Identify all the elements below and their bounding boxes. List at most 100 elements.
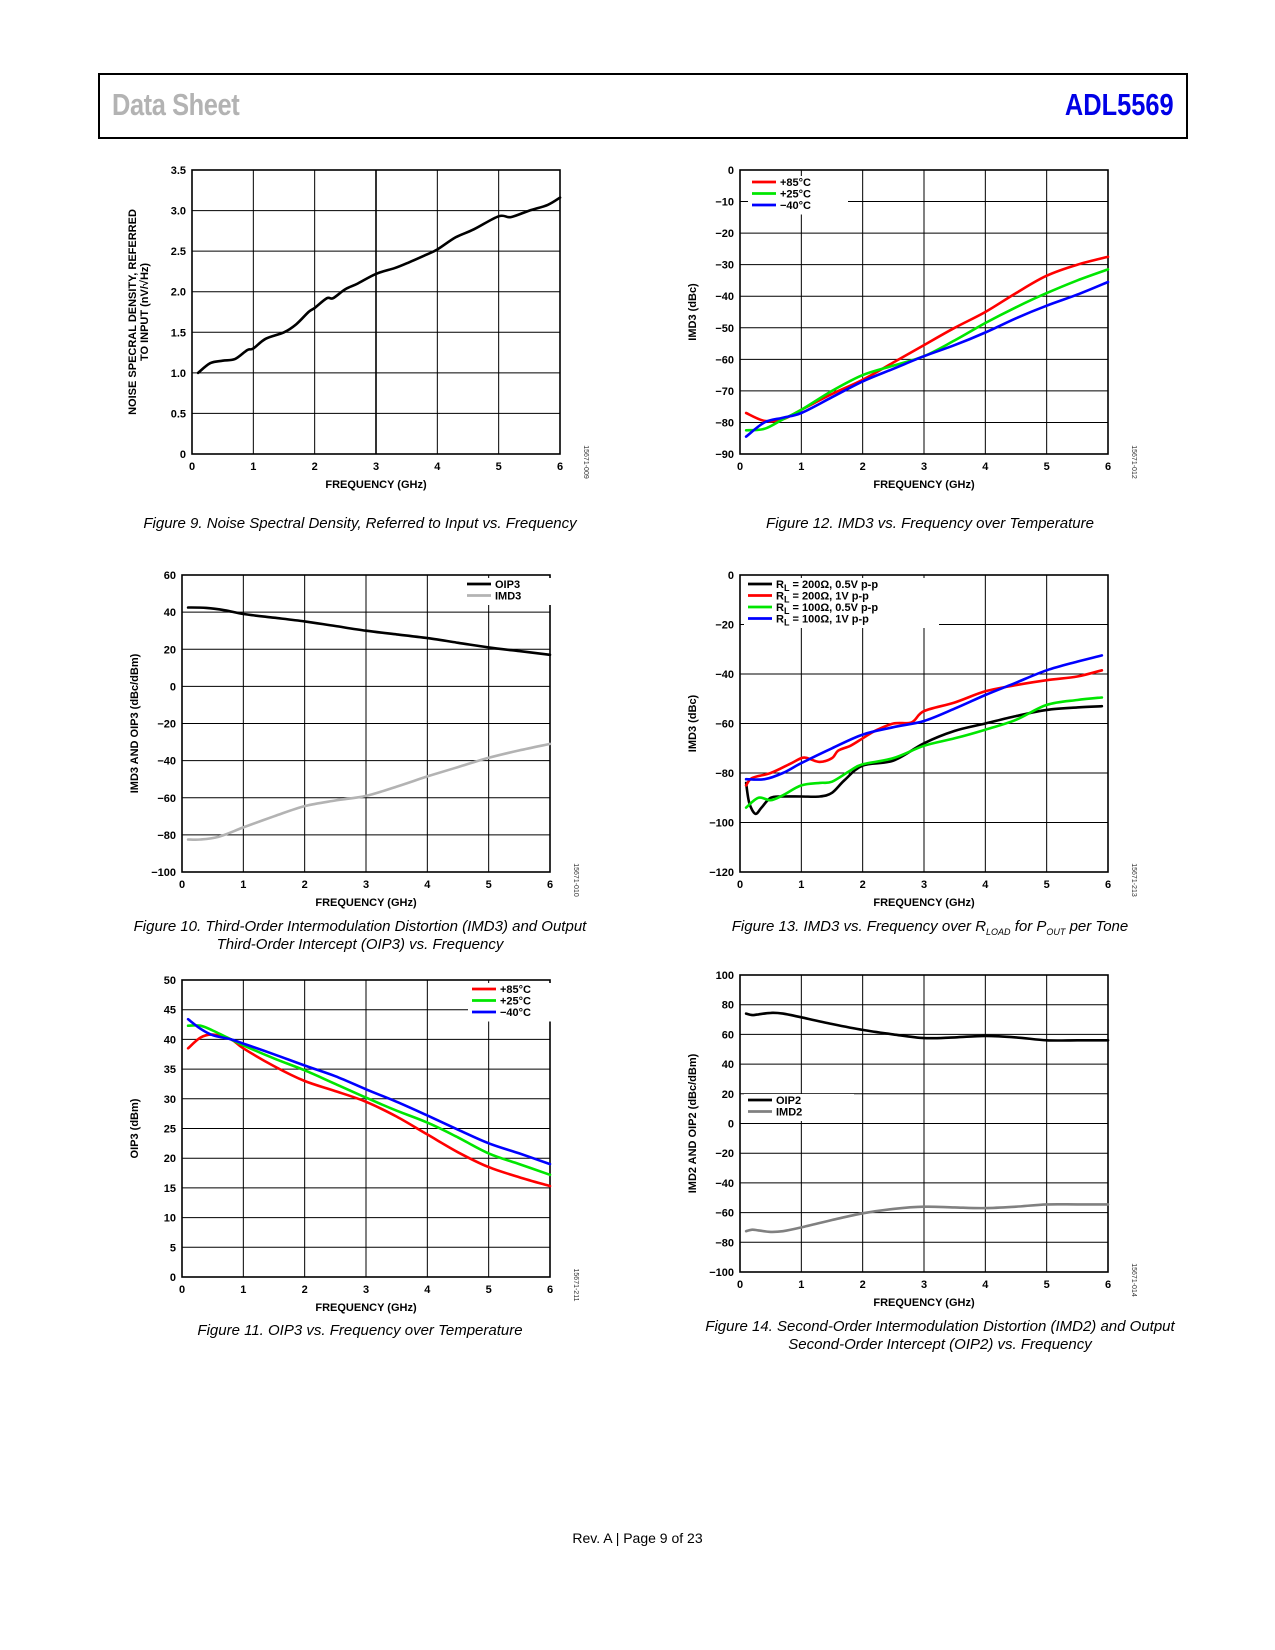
y-tick-label: 80 (722, 1000, 734, 1012)
figure-14-caption-line-1: Figure 14. Second-Order Intermodulation … (705, 1318, 1175, 1335)
legend-label: RL = 200Ω, 1V p-p (776, 591, 869, 605)
y-tick-label: −20 (715, 228, 734, 240)
y-tick-label: 10 (164, 1213, 176, 1225)
y-tick-label: 60 (722, 1029, 734, 1041)
x-tick-label: 2 (860, 879, 866, 891)
series-line-rl-100-0-5v-p-p (744, 696, 1104, 809)
y-tick-label: 0 (170, 681, 176, 693)
figure-12: 0 1 2 3 4 5 6 −90 −80 −70 −60 −50 −40 −30 −20 −10 0 FREQU… (687, 160, 1175, 520)
x-tick-label: 4 (434, 461, 441, 473)
x-axis-label: FREQUENCY (GHz) (873, 897, 975, 909)
x-tick-label: 5 (486, 879, 492, 891)
y-tick-label: −10 (715, 197, 734, 209)
figure-14: 0 1 2 3 4 5 6 −100 −80 −60 −40 −20 0 20 40 60 80 100 FREQU… (687, 965, 1175, 1325)
y-tick-label: 2.5 (171, 246, 186, 258)
series-line--40-c (186, 1017, 552, 1166)
figure-id: 15671-211 (572, 1269, 579, 1302)
figure-id: 15671-213 (1130, 863, 1137, 897)
y-tick-label: −100 (709, 818, 734, 830)
figure-13-caption-mid: for P (1010, 918, 1047, 935)
y-tick-label: 15 (164, 1183, 176, 1195)
y-tick-label: −40 (157, 756, 176, 768)
x-tick-label: 3 (373, 461, 379, 473)
page-footer: Rev. A | Page 9 of 23 (572, 1530, 703, 1546)
y-tick-label: 0 (728, 165, 734, 177)
series-line-imd2 (744, 1202, 1110, 1234)
figure-9-caption: Figure 9. Noise Spectral Density, Referr… (143, 515, 577, 532)
figure-10-caption-line-1: Figure 10. Third-Order Intermodulation D… (133, 918, 587, 935)
gridlines (739, 974, 1109, 1273)
series-line-rl-200-0-5v-p-p (744, 704, 1104, 816)
y-tick-label: −120 (709, 867, 734, 879)
y-tick-label: 1.0 (171, 368, 186, 380)
y-tick-label: 45 (164, 1005, 176, 1017)
header-doc-type: Data Sheet (112, 87, 240, 122)
y-axis-label: OIP3 (dBm) (129, 1098, 141, 1158)
header-part-number: ADL5569 (1065, 87, 1174, 122)
y-tick-label: 25 (164, 1124, 176, 1136)
figure-14-caption-line-2: Second-Order Intercept (OIP2) vs. Freque… (788, 1336, 1092, 1353)
gridlines (181, 574, 551, 873)
x-tick-label: 4 (424, 879, 431, 891)
legend-label: RL = 100Ω, 1V p-p (776, 614, 869, 628)
x-tick-label: 2 (860, 1279, 866, 1291)
x-tick-label: 4 (424, 1284, 431, 1296)
legend-label: IMD3 (495, 591, 521, 603)
x-tick-label: 1 (798, 1279, 804, 1291)
y-tick-label: −90 (715, 449, 734, 461)
x-tick-label: 5 (1044, 879, 1050, 891)
figure-11-caption: Figure 11. OIP3 vs. Frequency over Tempe… (197, 1322, 523, 1339)
y-tick-label: −80 (715, 417, 734, 429)
y-tick-label: 0 (170, 1272, 176, 1284)
x-tick-label: 5 (1044, 461, 1050, 473)
y-tick-label: −20 (157, 719, 176, 731)
x-axis-label: FREQUENCY (GHz) (315, 897, 417, 909)
figure-10-caption: Figure 10. Third-Order Intermodulation D… (100, 918, 620, 954)
x-tick-label: 0 (189, 461, 195, 473)
y-tick-label: −30 (715, 260, 734, 272)
y-tick-label: −100 (151, 867, 176, 879)
fig12-svg: 0 1 2 3 4 5 6 −90 −80 −70 −60 −50 −40 −30 −20 −10 0 FREQU… (687, 165, 1137, 491)
x-tick-label: 3 (363, 879, 369, 891)
plot-frame (739, 574, 1109, 873)
legend-label: +25°C (780, 189, 811, 201)
x-tick-label: 1 (798, 879, 804, 891)
y-axis-label: TO INPUT (nV/√Hz) (139, 263, 151, 361)
plot-frame (739, 974, 1109, 1273)
x-tick-label: 1 (250, 461, 256, 473)
x-tick-label: 1 (798, 461, 804, 473)
y-axis-label: IMD3 (dBc) (687, 283, 699, 341)
x-tick-label: 0 (179, 1284, 185, 1296)
figure-11: 0 1 2 3 4 5 6 0 5 10 15 20 25 30 35 40 45 50 FREQUENCY (GH… (120, 970, 600, 1330)
x-tick-label: 4 (982, 461, 989, 473)
series-line-rl-100-1v-p-p (744, 654, 1104, 781)
x-tick-label: 1 (240, 879, 246, 891)
gridlines (181, 979, 551, 1278)
y-tick-label: −60 (715, 719, 734, 731)
x-tick-label: 5 (496, 461, 502, 473)
y-tick-label: 20 (722, 1089, 734, 1101)
y-tick-label: 100 (716, 970, 734, 982)
legend-background (744, 578, 939, 628)
y-tick-label: 1.5 (171, 327, 186, 339)
page-header: Data Sheet ADL5569 (98, 73, 1188, 139)
x-axis-label: FREQUENCY (GHz) (873, 479, 975, 491)
x-tick-label: 0 (179, 879, 185, 891)
plot-frame (181, 574, 551, 873)
x-tick-label: 6 (557, 461, 563, 473)
y-tick-label: −40 (715, 669, 734, 681)
legend: RL = 200Ω, 0.5V p-pRL = 200Ω, 1V p-pRL =… (744, 578, 939, 628)
series-line--85-c (744, 255, 1110, 423)
figure-13-caption-sub-load: LOAD (986, 927, 1011, 937)
legend-label: OIP3 (495, 579, 520, 591)
y-tick-label: 50 (164, 975, 176, 987)
legend-label: RL = 100Ω, 0.5V p-p (776, 602, 878, 616)
series-line-imd3 (186, 742, 552, 842)
series-line-oip2 (744, 1011, 1110, 1042)
legend-label: IMD2 (776, 1107, 802, 1119)
figure-id: 15671-010 (572, 863, 579, 897)
x-tick-label: 1 (240, 1284, 246, 1296)
plot-frame (181, 979, 551, 1278)
gridlines (191, 169, 561, 455)
plot-frame (739, 169, 1109, 455)
